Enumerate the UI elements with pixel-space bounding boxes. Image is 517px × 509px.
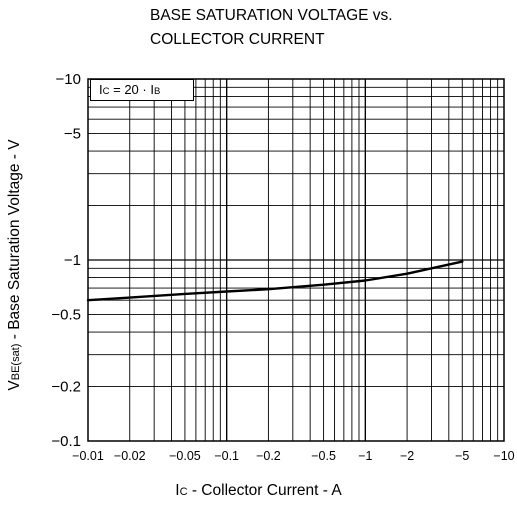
x-tick-label: −2: [400, 449, 414, 463]
annotation-ic-sub: C: [102, 86, 110, 97]
y-tick-label: −1: [64, 252, 81, 269]
x-tick-label: −0.05: [169, 449, 201, 463]
y-tick-label: −5: [64, 125, 81, 142]
y-axis-label: VBE(sat) - Base Saturation Voltage - V: [6, 139, 24, 390]
y-axis-label-wrap: VBE(sat) - Base Saturation Voltage - V: [2, 80, 28, 450]
x-axis-label-rest: - Collector Current - A: [187, 482, 342, 499]
annotation-ic: I: [99, 82, 103, 97]
y-tick-labels: −10 −5 −1 −0.5 −0.2 −0.1: [51, 71, 81, 450]
series-line: [86, 260, 464, 302]
annotation-ib-sub: B: [153, 86, 161, 97]
x-tick-label: −0.01: [72, 449, 104, 463]
y-axis-label-rest: - Base Saturation Voltage - V: [6, 139, 23, 344]
annotation-mid: = 20 · I: [109, 82, 154, 97]
x-tick-label: −0.2: [256, 449, 281, 463]
x-tick-label: −5: [455, 449, 469, 463]
y-axis-label-sub: BE(sat): [10, 343, 22, 381]
y-tick-label: −0.1: [51, 433, 81, 450]
y-tick-label: −0.5: [51, 306, 81, 323]
x-tick-label: −0.5: [311, 449, 336, 463]
plot-frame: [87, 78, 505, 442]
chart-title: BASE SATURATION VOLTAGE vs. COLLECTOR CU…: [150, 4, 393, 52]
chart-title-line-2: COLLECTOR CURRENT: [150, 31, 325, 48]
series-lines: [86, 260, 464, 302]
y-tick-label: −0.2: [51, 379, 81, 396]
condition-annotation: IC = 20 · IB: [90, 79, 194, 101]
x-tick-label: −1: [358, 449, 372, 463]
x-axis-label-main: I: [175, 482, 180, 499]
grid-lines: [88, 79, 504, 441]
chart-title-line-1: BASE SATURATION VOLTAGE vs.: [150, 7, 393, 24]
x-axis-label: IC - Collector Current - A: [0, 482, 517, 500]
x-tick-label: −0.1: [214, 449, 239, 463]
x-tick-label: −0.02: [114, 449, 146, 463]
y-axis-label-main: V: [6, 380, 23, 391]
x-axis-label-sub: C: [179, 486, 188, 498]
x-tick-label: −10: [493, 449, 514, 463]
y-tick-label: −10: [56, 71, 81, 88]
x-tick-labels: −0.01 −0.02 −0.05 −0.1 −0.2 −0.5 −1 −2 −5 −10: [72, 449, 514, 463]
